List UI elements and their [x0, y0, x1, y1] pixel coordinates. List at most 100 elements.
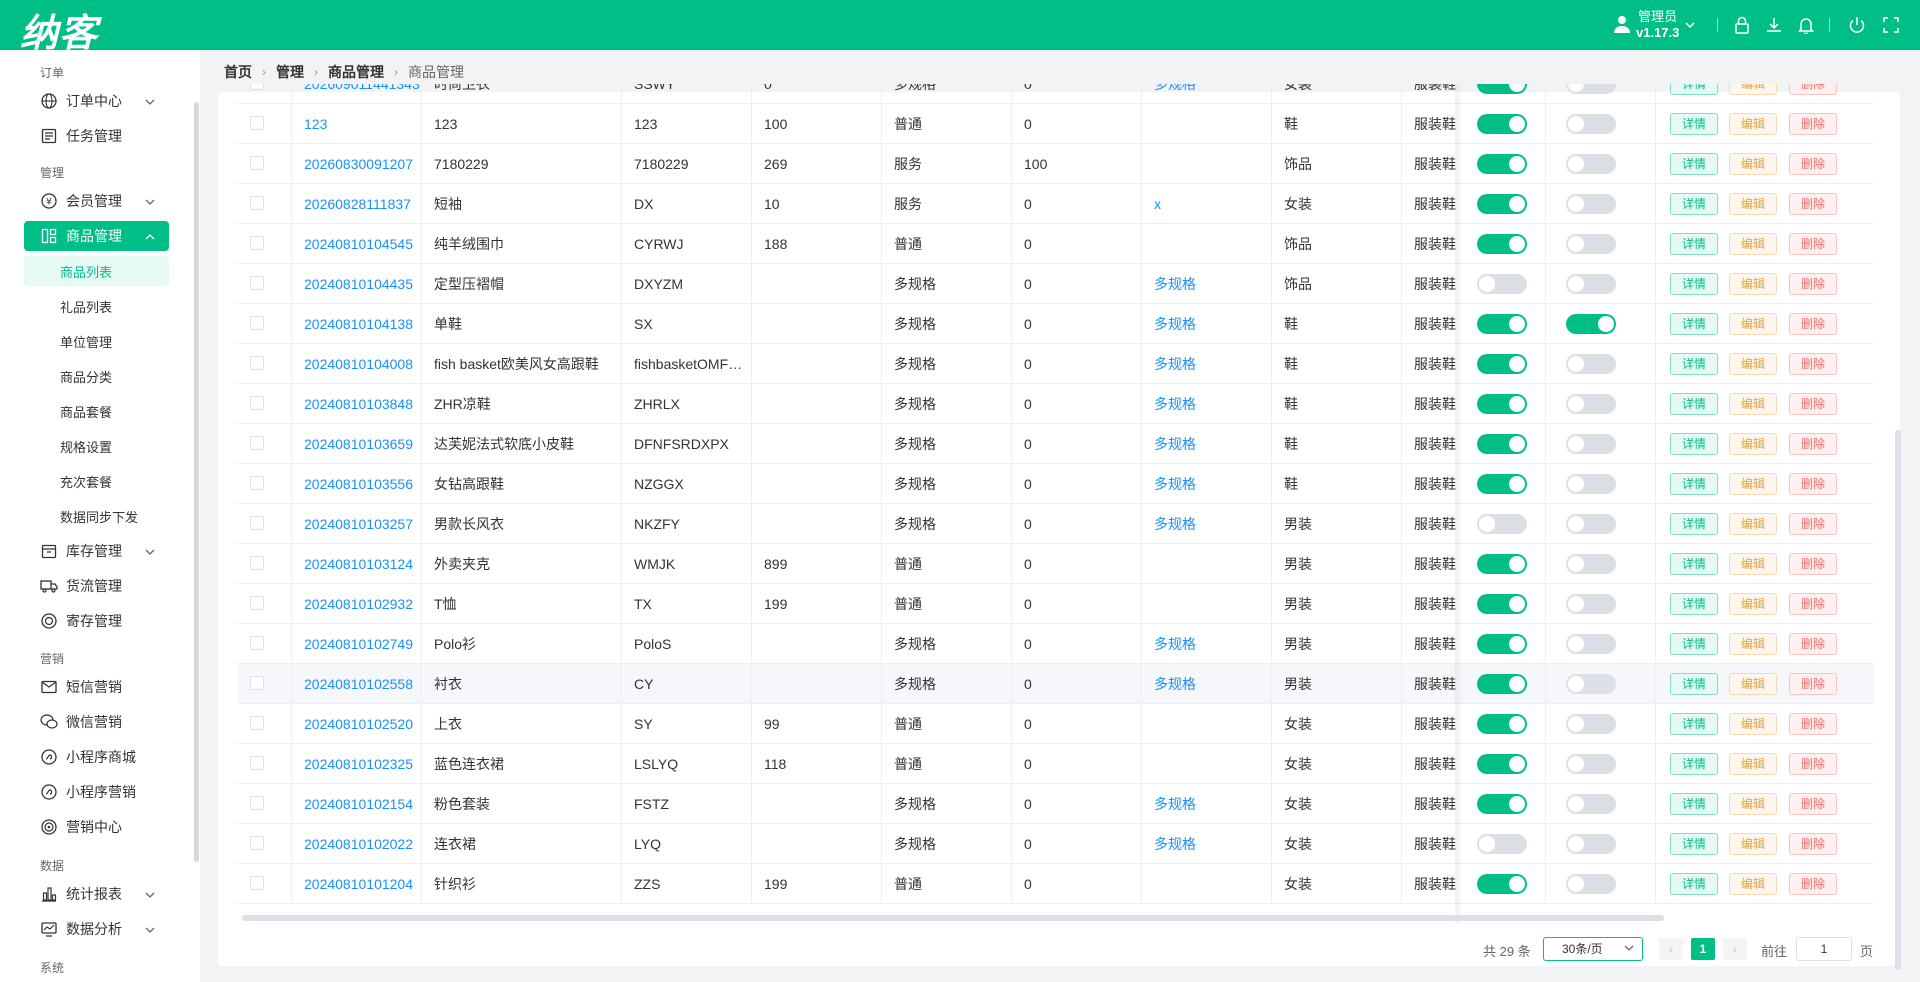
delete-button[interactable]: 删除	[1789, 84, 1837, 95]
page-vertical-scrollbar[interactable]	[1895, 430, 1901, 970]
sidebar-subitem-product-category[interactable]: 商品分类	[60, 369, 113, 385]
download-icon[interactable]	[1763, 14, 1785, 36]
spec-link[interactable]: 多规格	[1154, 84, 1196, 92]
table-row[interactable]: 20240810104138 单鞋 SX 多规格 0 多规格 鞋 服装鞋 详情 编辑 删除	[238, 304, 1874, 344]
table-row[interactable]: 20240810102558 衬衣 CY 多规格 0 多规格 男装 服装鞋 详情 编辑 删除	[238, 664, 1874, 704]
row-checkbox[interactable]	[250, 356, 264, 370]
status-toggle[interactable]	[1477, 754, 1527, 774]
app-logo[interactable]: 纳客	[20, 10, 99, 55]
table-horizontal-scrollbar[interactable]	[242, 915, 1664, 921]
detail-button[interactable]: 详情	[1670, 193, 1718, 215]
edit-button[interactable]: 编辑	[1729, 153, 1777, 175]
status-toggle[interactable]	[1477, 194, 1527, 214]
product-code-link[interactable]: 20240810102325	[304, 756, 414, 772]
delete-button[interactable]: 删除	[1789, 633, 1837, 655]
goto-page-input[interactable]: 1	[1796, 937, 1852, 961]
delete-button[interactable]: 删除	[1789, 593, 1837, 615]
edit-button[interactable]: 编辑	[1729, 193, 1777, 215]
product-code-link[interactable]: 20260828111837	[304, 196, 411, 212]
sidebar-item-product-management[interactable]: 商品管理	[24, 221, 169, 251]
detail-button[interactable]: 详情	[1670, 353, 1718, 375]
table-row[interactable]: 20240810104008 fish basket欧美风女高跟鞋 fishbask…	[238, 344, 1874, 384]
table-row[interactable]: 123 123 123 100 普通 0 鞋 服装鞋 详情 编辑 删除	[238, 104, 1874, 144]
detail-button[interactable]: 详情	[1670, 633, 1718, 655]
table-row[interactable]: 20240810103659 达芙妮法式软底小皮鞋 DFNFSRDXPX 多规格 0 多规…	[238, 424, 1874, 464]
detail-button[interactable]: 详情	[1670, 113, 1718, 135]
edit-button[interactable]: 编辑	[1729, 84, 1777, 95]
row-checkbox[interactable]	[250, 556, 264, 570]
edit-button[interactable]: 编辑	[1729, 233, 1777, 255]
edit-button[interactable]: 编辑	[1729, 513, 1777, 535]
delete-button[interactable]: 删除	[1789, 233, 1837, 255]
delete-button[interactable]: 删除	[1789, 473, 1837, 495]
recommend-toggle[interactable]	[1566, 754, 1616, 774]
sidebar-item-statistics-report[interactable]: 统计报表	[24, 879, 169, 909]
row-checkbox[interactable]	[250, 236, 264, 250]
product-code-link[interactable]: 20240810103848	[304, 396, 414, 412]
prev-page-button[interactable]: ‹	[1659, 938, 1683, 960]
detail-button[interactable]: 详情	[1670, 673, 1718, 695]
edit-button[interactable]: 编辑	[1729, 553, 1777, 575]
edit-button[interactable]: 编辑	[1729, 713, 1777, 735]
detail-button[interactable]: 详情	[1670, 513, 1718, 535]
status-toggle[interactable]	[1477, 354, 1527, 374]
next-page-button[interactable]: ›	[1723, 938, 1747, 960]
product-code-link[interactable]: 20240810102749	[304, 636, 414, 652]
recommend-toggle[interactable]	[1566, 594, 1616, 614]
page-number-current[interactable]: 1	[1691, 938, 1715, 960]
spec-link[interactable]: 多规格	[1154, 636, 1196, 652]
edit-button[interactable]: 编辑	[1729, 473, 1777, 495]
sidebar-item-order-center[interactable]: 订单中心	[24, 86, 169, 116]
product-code-link[interactable]: 20240810103659	[304, 436, 414, 452]
user-menu[interactable]: 管理员 v1.17.3	[1614, 6, 1695, 44]
recommend-toggle[interactable]	[1566, 274, 1616, 294]
edit-button[interactable]: 编辑	[1729, 113, 1777, 135]
edit-button[interactable]: 编辑	[1729, 633, 1777, 655]
detail-button[interactable]: 详情	[1670, 393, 1718, 415]
recommend-toggle[interactable]	[1566, 434, 1616, 454]
product-code-link[interactable]: 20260830091207	[304, 156, 414, 172]
delete-button[interactable]: 删除	[1789, 793, 1837, 815]
sidebar-subitem-data-sync[interactable]: 数据同步下发	[60, 509, 139, 525]
detail-button[interactable]: 详情	[1670, 593, 1718, 615]
recommend-toggle[interactable]	[1566, 84, 1616, 94]
spec-link[interactable]: 多规格	[1154, 516, 1196, 532]
sidebar-item-logistics-management[interactable]: 货流管理	[24, 571, 169, 601]
sidebar-subitem-product-list[interactable]: 商品列表	[24, 256, 169, 286]
status-toggle[interactable]	[1477, 234, 1527, 254]
sidebar-subitem-spec-settings[interactable]: 规格设置	[60, 439, 113, 455]
recommend-toggle[interactable]	[1566, 874, 1616, 894]
delete-button[interactable]: 删除	[1789, 193, 1837, 215]
recommend-toggle[interactable]	[1566, 514, 1616, 534]
status-toggle[interactable]	[1477, 514, 1527, 534]
sidebar-subitem-recharge-package[interactable]: 充次套餐	[60, 474, 113, 490]
sidebar-item-miniapp-mall[interactable]: 小程序商城	[24, 742, 169, 772]
row-checkbox[interactable]	[250, 716, 264, 730]
status-toggle[interactable]	[1477, 594, 1527, 614]
spec-link[interactable]: 多规格	[1154, 676, 1196, 692]
recommend-toggle[interactable]	[1566, 314, 1616, 334]
edit-button[interactable]: 编辑	[1729, 353, 1777, 375]
edit-button[interactable]: 编辑	[1729, 673, 1777, 695]
table-row[interactable]: 20240810104435 定型压褶帽 DXYZM 多规格 0 多规格 饰品 服装鞋 详情 编辑…	[238, 264, 1874, 304]
spec-link[interactable]: x	[1154, 196, 1161, 212]
delete-button[interactable]: 删除	[1789, 873, 1837, 895]
delete-button[interactable]: 删除	[1789, 673, 1837, 695]
product-code-link[interactable]: 20240810102520	[304, 716, 414, 732]
spec-link[interactable]: 多规格	[1154, 436, 1196, 452]
status-toggle[interactable]	[1477, 714, 1527, 734]
product-code-link[interactable]: 20240810103257	[304, 516, 414, 532]
detail-button[interactable]: 详情	[1670, 84, 1718, 95]
recommend-toggle[interactable]	[1566, 794, 1616, 814]
status-toggle[interactable]	[1477, 84, 1527, 94]
row-checkbox[interactable]	[250, 596, 264, 610]
row-checkbox[interactable]	[250, 476, 264, 490]
edit-button[interactable]: 编辑	[1729, 833, 1777, 855]
detail-button[interactable]: 详情	[1670, 233, 1718, 255]
table-row[interactable]: 202609011441343 时尚卫衣 SSWY 0 多规格 0 多规格 女装 服装鞋 详情 编辑…	[238, 84, 1874, 104]
status-toggle[interactable]	[1477, 274, 1527, 294]
power-icon[interactable]	[1846, 14, 1868, 36]
row-checkbox[interactable]	[250, 116, 264, 130]
status-toggle[interactable]	[1477, 874, 1527, 894]
status-toggle[interactable]	[1477, 394, 1527, 414]
